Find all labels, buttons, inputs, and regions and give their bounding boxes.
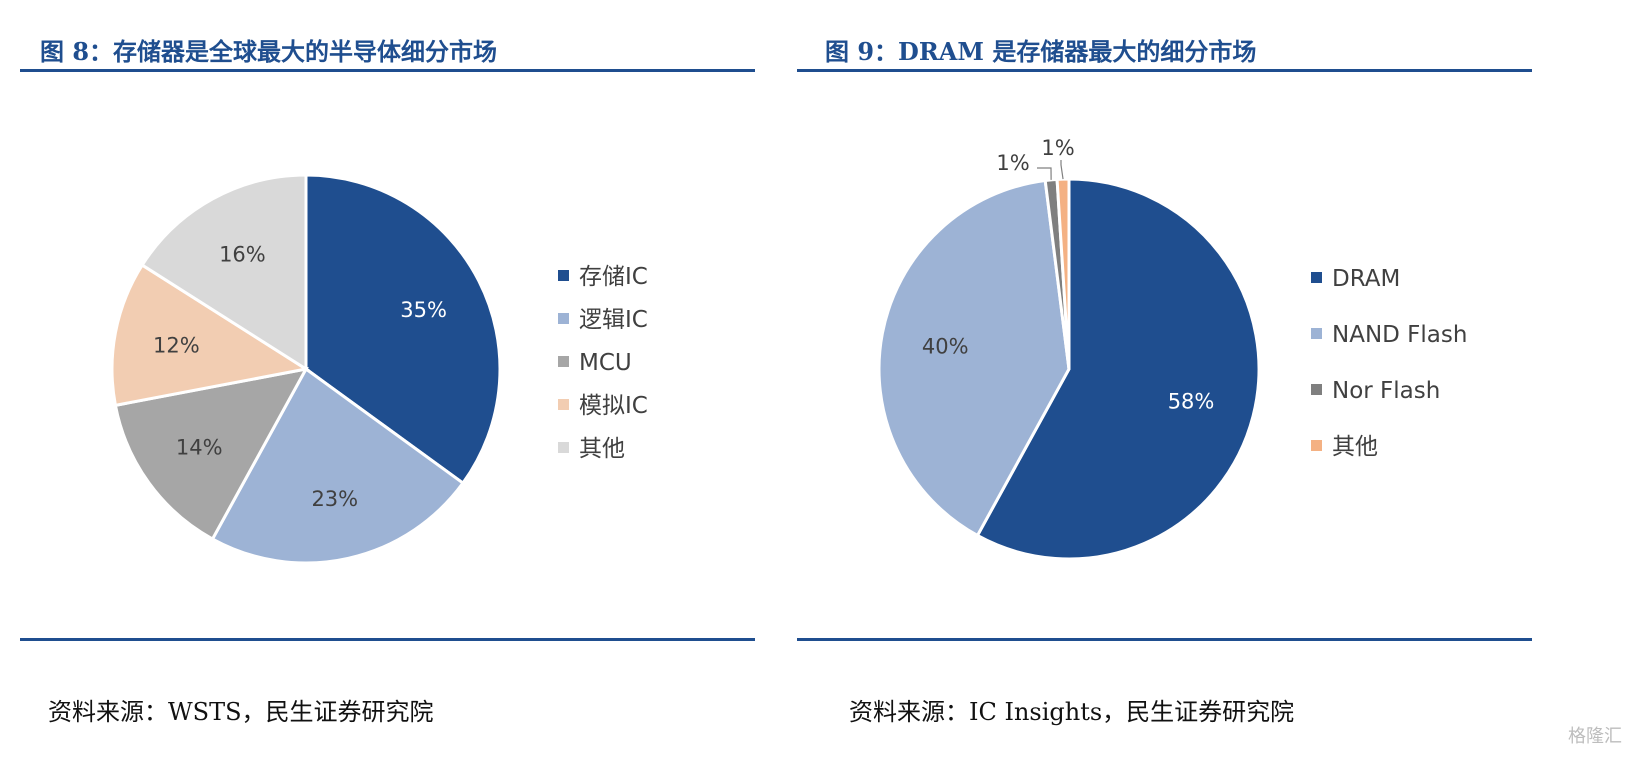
legend-label-3: MCU xyxy=(579,350,632,376)
pie-slice-1 xyxy=(975,177,1261,561)
pie-slice-3 xyxy=(113,366,309,542)
figure-9-source: 资料来源：IC Insights，民生证券研究院 xyxy=(849,698,1295,726)
figure-8-title: 图 8：存储器是全球最大的半导体细分市场 xyxy=(40,37,498,66)
legend-label-4: 其他 xyxy=(1332,434,1378,460)
title-rule xyxy=(797,69,1532,72)
pie-slice-2 xyxy=(877,178,1071,538)
data-label-3: 1% xyxy=(996,151,1029,175)
pie-chart-semiconductor: 35% 存储IC 23% 逻辑IC 14% MCU 12% 模拟IC 16% 其他 xyxy=(110,173,648,565)
figure-8-source: 资料来源：WSTS，民生证券研究院 xyxy=(48,698,434,726)
legend-swatch-2 xyxy=(1311,328,1322,339)
pie-slice-2 xyxy=(210,366,466,565)
legend-swatch-4 xyxy=(558,399,569,410)
legend-label-4: 模拟IC xyxy=(579,393,648,419)
data-label-5: 16% xyxy=(219,242,266,266)
data-label-4: 1% xyxy=(1041,136,1074,160)
data-label-1: 58% xyxy=(1168,389,1215,413)
data-label-3: 14% xyxy=(176,436,223,460)
pie-slice-4 xyxy=(110,262,311,408)
legend-swatch-3 xyxy=(558,356,569,367)
leader-line-4 xyxy=(1060,160,1064,180)
legend-label-3: Nor Flash xyxy=(1332,378,1440,404)
pie-slice-1 xyxy=(304,173,502,486)
pie-chart-memory: 58% DRAM 40% NAND Flash 1% Nor Flash 1% 其他 xyxy=(877,136,1467,561)
legend-swatch-5 xyxy=(558,442,569,453)
leader-line-3 xyxy=(1037,167,1052,180)
legend-label-5: 其他 xyxy=(579,436,625,462)
figure-9-title: 图 9：DRAM 是存储器最大的细分市场 xyxy=(825,37,1257,66)
legend-swatch-1 xyxy=(558,270,569,281)
data-label-2: 40% xyxy=(922,334,969,358)
legend-label-1: DRAM xyxy=(1332,266,1400,292)
legend-label-2: NAND Flash xyxy=(1332,322,1467,348)
source-rule xyxy=(20,638,755,641)
legend-swatch-2 xyxy=(558,313,569,324)
data-label-1: 35% xyxy=(400,298,447,322)
legend-swatch-4 xyxy=(1311,440,1322,451)
legend-swatch-3 xyxy=(1311,384,1322,395)
legend-label-2: 逻辑IC xyxy=(579,307,648,333)
pie-slice-5 xyxy=(140,173,308,372)
source-rule xyxy=(797,638,1532,641)
title-rule xyxy=(20,69,755,72)
legend-label-1: 存储IC xyxy=(579,264,648,290)
panel-left: 图 8：存储器是全球最大的半导体细分市场 35% 存储IC 23% 逻辑IC 14% MC… xyxy=(0,0,810,758)
watermark: 格隆汇 xyxy=(1568,726,1622,747)
legend-swatch-1 xyxy=(1311,272,1322,283)
pie-slice-4 xyxy=(1055,177,1071,370)
data-label-4: 12% xyxy=(153,333,200,357)
panel-right: 图 9：DRAM 是存储器最大的细分市场 58% DRAM 40% NAND Flas… xyxy=(797,0,1650,758)
data-label-2: 23% xyxy=(311,487,358,511)
